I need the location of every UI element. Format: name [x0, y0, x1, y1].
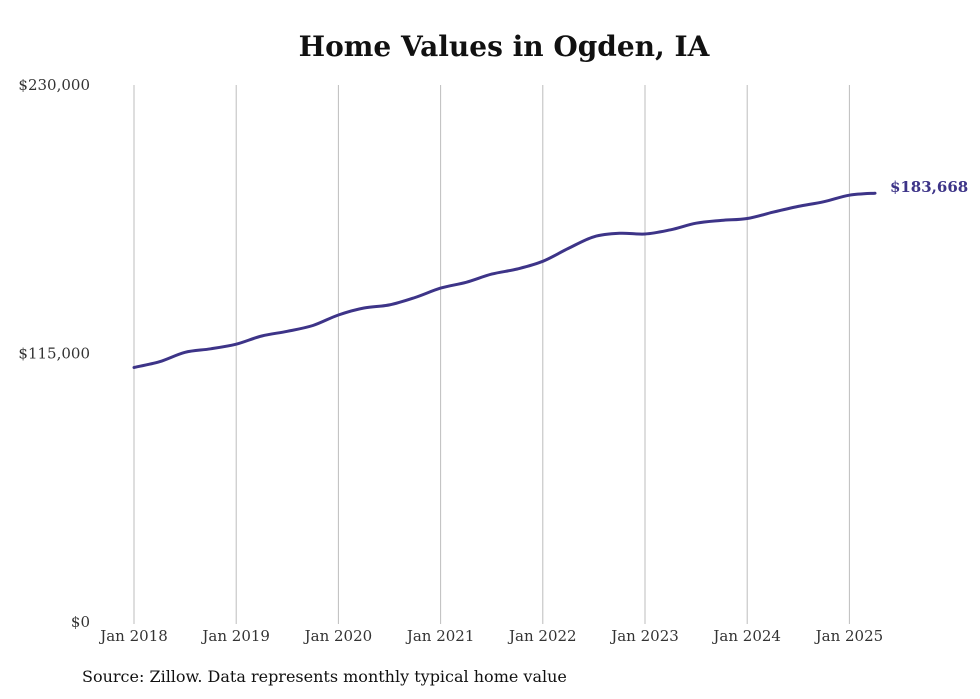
y-tick-label: $0	[71, 613, 90, 631]
y-tick-label: $230,000	[18, 76, 90, 94]
end-value-label: $183,668	[890, 178, 968, 196]
x-tick-label: Jan 2019	[200, 627, 270, 645]
x-tick-label: Jan 2018	[98, 627, 168, 645]
x-tick-label: Jan 2020	[303, 627, 373, 645]
source-note: Source: Zillow. Data represents monthly …	[82, 667, 567, 686]
home-value-line	[132, 191, 877, 369]
x-tick-label: Jan 2023	[609, 627, 679, 645]
x-tick-label: Jan 2021	[405, 627, 475, 645]
x-tick-label: Jan 2022	[507, 627, 577, 645]
x-tick-label: Jan 2025	[814, 627, 884, 645]
x-tick-label: Jan 2024	[711, 627, 781, 645]
chart-title: Home Values in Ogden, IA	[298, 30, 710, 63]
y-tick-label: $115,000	[18, 345, 90, 363]
